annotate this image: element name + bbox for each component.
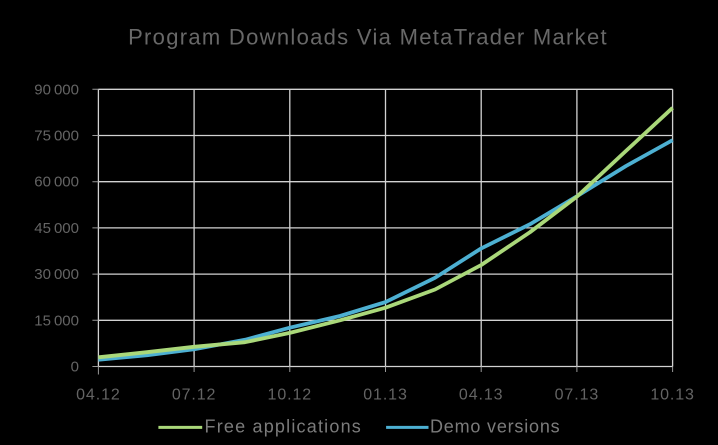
svg-text:0: 0 [71, 359, 79, 376]
svg-text:Free applications: Free applications [205, 417, 362, 437]
svg-text:04.13: 04.13 [459, 387, 504, 404]
svg-text:30 000: 30 000 [34, 266, 79, 283]
svg-text:60 000: 60 000 [34, 174, 79, 191]
svg-text:90 000: 90 000 [34, 81, 79, 98]
svg-text:01.13: 01.13 [363, 387, 408, 404]
svg-text:10.12: 10.12 [268, 387, 313, 404]
svg-text:15 000: 15 000 [34, 312, 79, 329]
svg-text:Demo versions: Demo versions [430, 417, 560, 437]
svg-text:04.12: 04.12 [76, 387, 121, 404]
svg-text:07.13: 07.13 [555, 387, 600, 404]
svg-text:45 000: 45 000 [34, 220, 79, 237]
svg-text:Program Downloads Via MetaTrad: Program Downloads Via MetaTrader Market [128, 25, 608, 50]
svg-text:75 000: 75 000 [34, 128, 79, 145]
svg-text:10.13: 10.13 [650, 387, 695, 404]
svg-text:07.12: 07.12 [172, 387, 217, 404]
